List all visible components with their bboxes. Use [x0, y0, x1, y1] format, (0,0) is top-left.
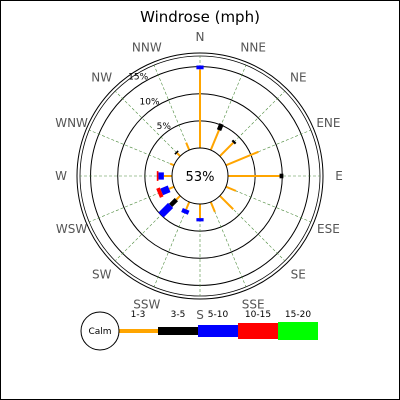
bar-nw-1-3	[176, 152, 181, 157]
dir-label-ne: NE	[290, 71, 307, 85]
bar-sw-1-3	[175, 195, 181, 201]
legend: Calm 1-3 3-5 5-10 10-15 15-20	[80, 310, 318, 351]
dir-label-ese: ESE	[317, 222, 340, 236]
legend-calm-circle	[80, 311, 120, 351]
wind-bars	[156, 65, 284, 222]
dir-label-nne: NNE	[240, 41, 266, 55]
bar-wnw-1-3	[169, 162, 175, 167]
dir-label-sse: SSE	[242, 297, 265, 311]
dir-label-wnw: WNW	[55, 116, 88, 130]
dir-label-e: E	[335, 169, 343, 183]
bar-sw-5-10	[158, 202, 174, 218]
bar-ne-3-5	[231, 139, 237, 145]
bar-se-1-3	[219, 195, 234, 210]
spoke-ese	[225, 186, 311, 223]
dir-label-s: S	[196, 308, 204, 322]
legend-label-15-20: 15-20	[285, 310, 311, 320]
ring-labels: 5% 10% 15%	[128, 73, 171, 132]
legend-swatch-15-20	[278, 322, 318, 340]
ring-label-3: 15%	[128, 73, 148, 83]
spoke-nnw	[153, 65, 190, 151]
calm-percent: 53%	[186, 170, 215, 185]
legend-label-10-15: 10-15	[245, 310, 271, 320]
legend-swatch-5-10	[198, 325, 238, 337]
bar-nw-3-5	[174, 150, 179, 155]
bar-wsw-5-10	[160, 185, 171, 196]
bar-wsw-1-3	[168, 185, 175, 190]
dir-label-nnw: NNW	[132, 41, 162, 55]
dir-label-sw: SW	[92, 267, 112, 281]
spoke-sse	[210, 201, 247, 287]
bar-wsw-10-15	[156, 187, 164, 198]
legend-label-3-5: 3-5	[171, 310, 186, 320]
bar-ne-1-3	[219, 142, 234, 157]
spoke-wnw	[89, 129, 175, 166]
outer-ring	[76, 52, 324, 300]
bar-nne-3-5	[216, 123, 224, 131]
dir-label-wsw: WSW	[56, 222, 87, 236]
dir-label-ssw: SSW	[133, 297, 160, 311]
legend-label-5-10: 5-10	[208, 310, 229, 320]
legend-label-1-3: 1-3	[131, 310, 146, 320]
spoke-ssw	[153, 201, 190, 287]
bar-nne-1-3	[209, 129, 220, 151]
direction-labels: N NNE NE ENE E ESE SE SSE S SSW SW WSW W WNW NW NNW	[55, 30, 343, 322]
dir-label-nw: NW	[91, 71, 112, 85]
dir-label-se: SE	[291, 267, 306, 281]
calm-circle	[171, 147, 229, 205]
dir-label-n: N	[196, 30, 205, 44]
ring-label-2: 10%	[140, 97, 160, 107]
spoke-nw	[114, 90, 181, 157]
chart-title: Windrose (mph)	[140, 8, 260, 26]
legend-swatch-3-5	[158, 327, 198, 335]
bar-ssw-1-3	[185, 201, 191, 210]
bar-ene-1-3	[225, 150, 259, 167]
bar-ese-1-3	[225, 185, 237, 192]
legend-calm-label: Calm	[88, 327, 111, 337]
bar-nnw-1-3	[185, 142, 191, 151]
legend-swatch-10-15	[238, 323, 278, 339]
bar-ssw-5-10	[181, 208, 190, 215]
bar-sse-1-3	[209, 201, 216, 213]
bar-sw-3-5	[168, 198, 178, 208]
dir-label-ene: ENE	[316, 116, 340, 130]
ring-label-1: 5%	[157, 122, 172, 132]
dir-label-w: W	[55, 169, 67, 183]
